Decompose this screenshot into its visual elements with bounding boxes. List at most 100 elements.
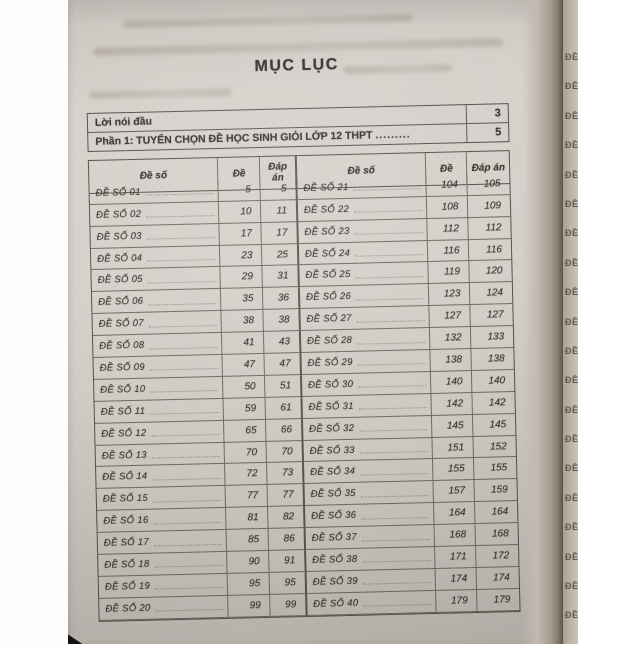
toc-row-text: ĐỀ SỐ 23 (304, 225, 350, 238)
dotted-leader (147, 258, 216, 262)
toc-row-label: ĐỀ SỐ 15 (96, 486, 227, 512)
toc-row-dap-an-page: 179 (477, 588, 520, 612)
front-row-text: Phần 1: TUYỂN CHỌN ĐỀ HỌC SINH GIỎI LỚP … (95, 129, 373, 148)
next-page-letter: ĐỀ (565, 257, 578, 268)
toc-row-text: ĐỀ SỐ 16 (103, 514, 149, 527)
toc-row-dap-an-page: 47 (264, 353, 302, 376)
toc-row-de-page: 85 (226, 528, 270, 552)
toc-row-dap-an-page: 155 (474, 457, 517, 481)
photo-left-margin (0, 0, 68, 644)
toc-row-dap-an-page: 99 (270, 593, 308, 617)
toc-row-label: ĐỀ SỐ 16 (97, 508, 227, 534)
toc-row-text: ĐỀ SỐ 20 (105, 602, 151, 615)
toc-row-dap-an-page: 31 (262, 265, 300, 289)
toc-row-label: ĐỀ SỐ 28 (300, 328, 431, 354)
toc-row-label: ĐỀ SỐ 09 (93, 354, 224, 380)
toc-row-text: ĐỀ SỐ 25 (305, 269, 351, 282)
toc-row-text: ĐỀ SỐ 26 (305, 291, 352, 304)
toc-row-label: ĐỀ SỐ 40 (306, 590, 437, 616)
toc-row-de-page: 151 (432, 436, 475, 460)
toc-row-de-page: 168 (434, 524, 477, 547)
toc-row-label: ĐỀ SỐ 32 (302, 415, 433, 441)
toc-row-dap-an-page: 172 (476, 545, 519, 568)
toc-row-de-page: 50 (223, 375, 266, 399)
toc-row-label: ĐỀ SỐ 30 (301, 371, 432, 397)
toc-row-label: ĐỀ SỐ 38 (305, 546, 436, 572)
dotted-leader (145, 192, 215, 196)
toc-row-text: ĐỀ SỐ 27 (306, 313, 352, 326)
toc-row-label: ĐỀ SỐ 06 (91, 289, 222, 315)
dotted-leader (355, 253, 424, 257)
dotted-leader (150, 411, 220, 415)
dotted-leader (356, 318, 425, 323)
dotted-leader (155, 586, 224, 590)
toc-row-text: ĐỀ SỐ 40 (313, 597, 359, 610)
toc-row-dap-an-page: 43 (264, 331, 302, 354)
toc-row-text: ĐỀ SỐ 19 (104, 580, 151, 593)
toc-row-label: ĐỀ SỐ 19 (98, 573, 229, 599)
toc-row-label: ĐỀ SỐ 13 (95, 442, 226, 468)
next-page-letter: ĐỀ (565, 492, 578, 503)
dotted-leader (148, 323, 218, 328)
toc-row-label: ĐỀ SỐ 05 (91, 267, 222, 293)
next-page-letter: ĐỀ (565, 110, 578, 121)
toc-row-de-page: 81 (226, 507, 269, 530)
toc-row-de-page: 5 (218, 178, 262, 202)
toc-row-de-page: 142 (431, 392, 474, 416)
dotted-leader (150, 389, 219, 393)
toc-row-text: ĐỀ SỐ 22 (303, 203, 350, 216)
toc-row-dap-an-page: 95 (269, 571, 307, 595)
toc-row-text: ĐỀ SỐ 10 (100, 383, 146, 396)
next-page-letter: ĐỀ (565, 198, 578, 209)
toc-row-dap-an-page: 112 (468, 216, 511, 240)
toc-row-dap-an-page: 25 (262, 243, 300, 267)
toc-row-dap-an-page: 142 (472, 391, 515, 415)
toc-row-dap-an-page: 91 (269, 550, 307, 573)
toc-row-dap-an-page: 38 (263, 309, 301, 333)
toc-row-de-page: 123 (429, 283, 471, 307)
page-content: MỤC LỤC Lời nói đầu 3 Phần 1: TUYỂN CHỌN… (84, 0, 521, 649)
toc-row-de-page: 90 (227, 550, 270, 574)
page-corner-shadow (68, 634, 83, 644)
toc-row-text: ĐỀ SỐ 29 (307, 356, 353, 369)
toc-row-de-page: 95 (227, 572, 271, 596)
next-page-letter: ĐỀ (565, 140, 578, 151)
toc-row-dap-an-page: 82 (268, 506, 306, 529)
toc-row-label: ĐỀ SỐ 33 (303, 437, 434, 463)
toc-row-text: ĐỀ SỐ 01 (95, 186, 141, 199)
toc-row-dap-an-page: 168 (475, 523, 519, 547)
toc-row-label: ĐỀ SỐ 02 (89, 201, 220, 227)
toc-row-label: ĐỀ SỐ 10 (94, 376, 224, 402)
toc-row-label: ĐỀ SỐ 24 (298, 240, 429, 266)
toc-row-text: ĐỀ SỐ 03 (96, 230, 142, 243)
toc-row-text: ĐỀ SỐ 15 (102, 492, 149, 506)
toc-row-de-page: 10 (219, 200, 262, 224)
dotted-leader (154, 542, 223, 547)
toc-row-label: ĐỀ SỐ 21 (297, 174, 428, 200)
toc-row-dap-an-page: 86 (268, 528, 306, 551)
toc-row-dap-an-page: 11 (261, 199, 299, 223)
dotted-leader (147, 279, 217, 284)
toc-row-text: ĐỀ SỐ 28 (306, 334, 353, 347)
next-page-letter: ĐỀ (565, 345, 578, 356)
toc-row-text: ĐỀ SỐ 06 (98, 296, 144, 309)
dotted-leader (155, 608, 224, 612)
toc-row-label: ĐỀ SỐ 36 (304, 503, 435, 529)
dotted-leader (152, 476, 221, 481)
toc-row-label: ĐỀ SỐ 35 (304, 481, 435, 507)
dotted-leader (359, 450, 429, 454)
book-page: MỤC LỤC Lời nói đầu 3 Phần 1: TUYỂN CHỌN… (68, 0, 563, 644)
toc-row-text: ĐỀ SỐ 12 (101, 427, 147, 440)
page-title: MỤC LỤC (254, 56, 339, 76)
bleed-through-line (89, 88, 232, 99)
toc-row-text: ĐỀ SỐ 30 (307, 378, 354, 391)
toc-row-label: ĐỀ SỐ 01 (89, 179, 220, 205)
dotted-leader (153, 520, 222, 525)
toc-row-label: ĐỀ SỐ 34 (303, 459, 434, 485)
toc-row-text: ĐỀ SỐ 35 (310, 488, 356, 501)
toc-row-dap-an-page: 61 (265, 396, 303, 420)
toc-row-de-page: 112 (427, 217, 470, 241)
toc-row-dap-an-page: 127 (470, 304, 513, 328)
dotted-leader (153, 498, 222, 503)
toc-row-label: ĐỀ SỐ 27 (300, 306, 431, 332)
